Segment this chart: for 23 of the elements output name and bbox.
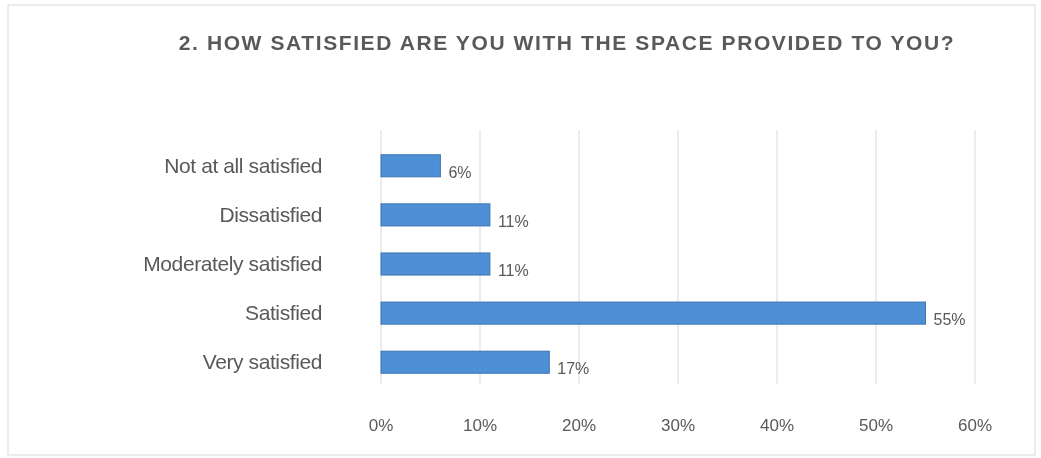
bar xyxy=(380,203,491,227)
x-tick-label: 0% xyxy=(368,416,394,435)
y-tick-label: Very satisfied xyxy=(202,350,322,374)
x-tick-label: 60% xyxy=(957,416,993,435)
bar xyxy=(380,350,550,374)
data-label: 55% xyxy=(933,311,966,329)
y-tick-label: Moderately satisfied xyxy=(143,252,322,275)
bar xyxy=(380,301,926,325)
data-label: 11% xyxy=(497,262,529,279)
data-label: 6% xyxy=(448,163,472,181)
bar xyxy=(380,252,491,276)
x-tick-label: 10% xyxy=(462,416,498,435)
bar xyxy=(380,154,441,178)
x-tick-label: 50% xyxy=(858,416,894,435)
x-tick-label: 30% xyxy=(660,416,696,435)
data-label: 17% xyxy=(557,360,590,378)
x-tick-label: 40% xyxy=(759,416,795,435)
chart-title: 2. HOW SATISFIED ARE YOU WITH THE SPACE PROVIDED TO YOU? xyxy=(178,31,956,54)
y-tick-label: Dissatisfied xyxy=(219,202,322,226)
data-label: 11% xyxy=(497,212,529,230)
y-tick-label: Not at all satisfied xyxy=(164,153,322,177)
y-tick-label: Satisfied xyxy=(245,301,322,325)
x-tick-label: 20% xyxy=(561,416,597,435)
